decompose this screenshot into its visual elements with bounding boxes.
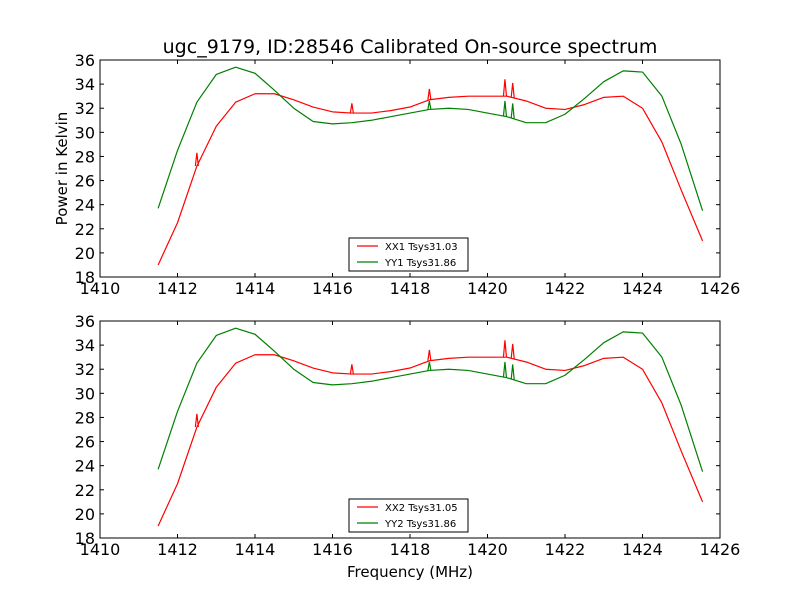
- series-spike-2-1: [427, 361, 432, 371]
- x-tick-label: 1418: [390, 540, 431, 559]
- x-tick-label: 1416: [312, 279, 353, 298]
- panel-1: 1410 1412 1414 1416 1418 1420 1422 1424 1426 18 20…: [53, 51, 740, 298]
- series-line-2: [157, 327, 704, 472]
- y-tick-label: 26: [75, 172, 95, 191]
- x-tick-label: 1424: [622, 540, 663, 559]
- series-spike-1-1: [194, 152, 199, 167]
- legend-label: XX2 Tsys31.05: [385, 503, 458, 514]
- series-spike-2-3: [510, 103, 515, 119]
- x-tick-label: 1422: [545, 540, 586, 559]
- y-tick-label: 24: [75, 196, 95, 215]
- x-tick-label: 1410: [80, 540, 121, 559]
- series-spike-2-1: [427, 100, 432, 110]
- x-tick-label: 1412: [157, 279, 198, 298]
- y-tick-label: 18: [75, 268, 95, 287]
- x-tick-label: 1422: [545, 279, 586, 298]
- series-spike-2-3: [510, 364, 515, 380]
- y-tick-label: 20: [75, 505, 95, 524]
- panel-2: 1410 1412 1414 1416 1418 1420 1422 1424 1426 18 20…: [75, 312, 741, 581]
- series-spike-1-4: [502, 340, 508, 358]
- x-tick-label: 1420: [467, 540, 508, 559]
- series-spike-1-2: [349, 103, 354, 114]
- x-axis-label: Frequency (MHz): [347, 563, 473, 581]
- x-tick-label: 1414: [235, 279, 276, 298]
- legend-box: [348, 498, 469, 533]
- series-spike-1-3: [427, 88, 432, 100]
- legend-label: YY1 Tsys31.86: [384, 258, 456, 269]
- series-spike-1-5: [510, 82, 515, 98]
- y-tick-label: 26: [75, 433, 95, 452]
- x-tick-label: 1416: [312, 540, 353, 559]
- series-line-1: [157, 93, 704, 266]
- y-tick-label: 32: [75, 99, 95, 118]
- legend-label: XX1 Tsys31.03: [385, 242, 458, 253]
- x-tick-label: 1414: [235, 540, 276, 559]
- legend-box: [348, 237, 469, 272]
- series-spike-1-4: [502, 79, 508, 97]
- legend: XX1 Tsys31.03 YY1 Tsys31.86: [348, 237, 469, 272]
- y-tick-label: 36: [75, 51, 95, 70]
- y-tick-label: 34: [75, 75, 95, 94]
- series-spike-1-2: [349, 364, 354, 375]
- y-tick-label: 22: [75, 220, 95, 239]
- y-tick-label: 18: [75, 529, 95, 548]
- figure-title: ugc_9179, ID:28546 Calibrated On-source …: [163, 36, 658, 58]
- legend: XX2 Tsys31.05 YY2 Tsys31.86: [348, 498, 469, 533]
- x-tick-label: 1424: [622, 279, 663, 298]
- y-tick-label: 36: [75, 312, 95, 331]
- x-tick-label: 1410: [80, 279, 121, 298]
- series-spike-2-2: [502, 361, 508, 378]
- series-spike-1-5: [510, 343, 515, 359]
- x-tick-label: 1412: [157, 540, 198, 559]
- y-tick-label: 24: [75, 457, 95, 476]
- y-tick-label: 34: [75, 336, 95, 355]
- x-tick-label: 1426: [700, 540, 741, 559]
- x-tick-label: 1418: [390, 279, 431, 298]
- y-tick-label: 30: [75, 123, 95, 142]
- y-tick-label: 28: [75, 147, 95, 166]
- series-line-2: [157, 66, 704, 211]
- series-spike-1-3: [427, 349, 432, 361]
- y-tick-label: 22: [75, 481, 95, 500]
- series-line-1: [157, 354, 704, 527]
- x-tick-label: 1420: [467, 279, 508, 298]
- y-tick-label: 32: [75, 360, 95, 379]
- y-tick-label: 30: [75, 384, 95, 403]
- y-axis-label: Power in Kelvin: [53, 112, 71, 226]
- series-spike-2-2: [502, 100, 508, 117]
- series-spike-1-1: [194, 413, 199, 428]
- legend-label: YY2 Tsys31.86: [384, 519, 456, 530]
- y-tick-label: 20: [75, 244, 95, 263]
- y-tick-label: 28: [75, 408, 95, 427]
- x-tick-label: 1426: [700, 279, 741, 298]
